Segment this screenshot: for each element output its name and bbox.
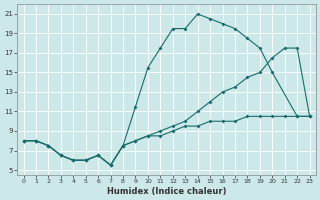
X-axis label: Humidex (Indice chaleur): Humidex (Indice chaleur) xyxy=(107,187,226,196)
